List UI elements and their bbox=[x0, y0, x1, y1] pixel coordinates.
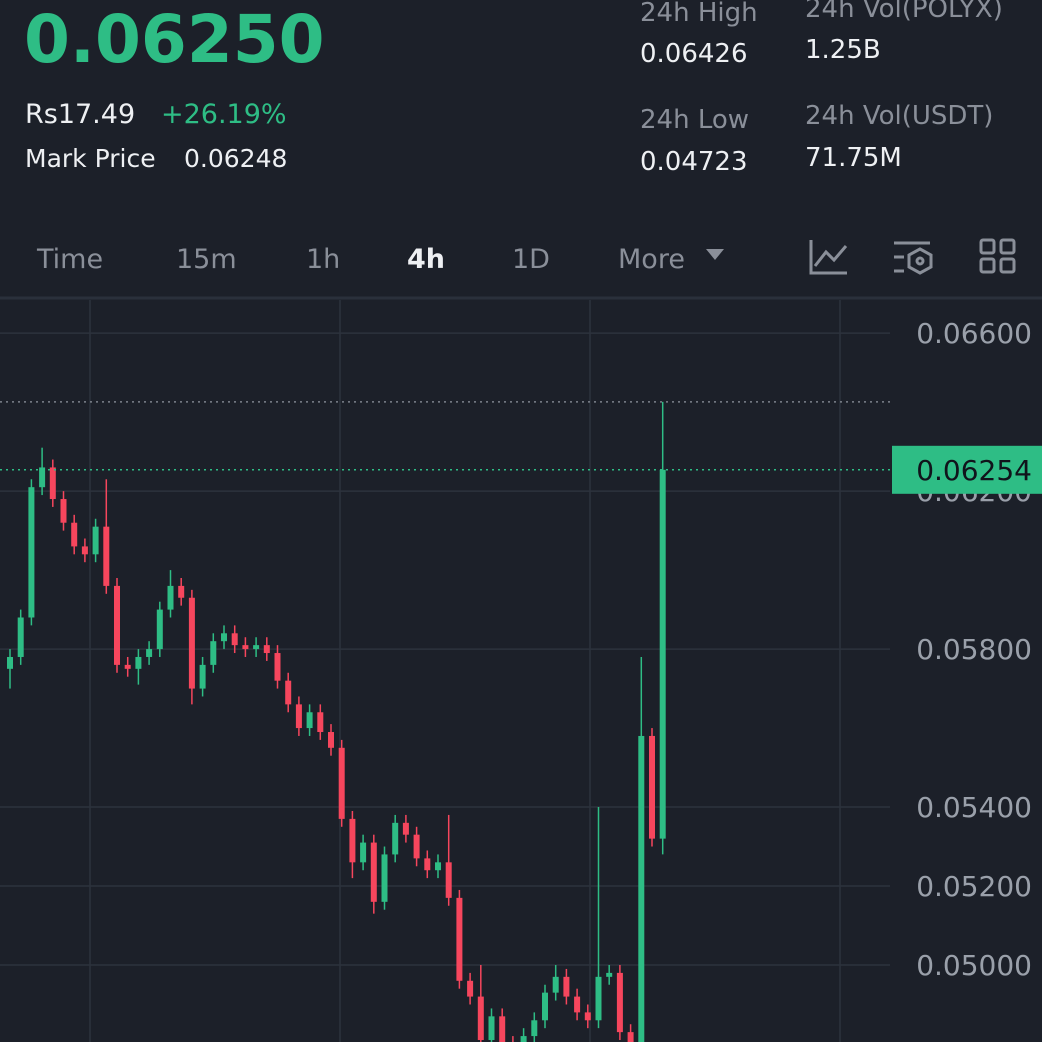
last-price: 0.06250 bbox=[24, 1, 325, 78]
interval-tabs: Time 15m 1h 4h 1D More bbox=[36, 238, 1016, 275]
candle-body bbox=[456, 897, 463, 981]
candle-body bbox=[274, 653, 281, 681]
candle-body bbox=[17, 617, 24, 657]
mark-price-value: 0.06248 bbox=[184, 144, 287, 173]
mark-price-label: Mark Price bbox=[25, 144, 156, 173]
candle-body bbox=[199, 664, 206, 689]
stat-label: 24h High bbox=[640, 0, 758, 28]
candle-body bbox=[49, 467, 56, 500]
candle-body bbox=[295, 704, 302, 729]
candle-body bbox=[146, 649, 153, 657]
candle-body bbox=[520, 1036, 527, 1042]
candle-body bbox=[424, 858, 431, 871]
candle-body bbox=[103, 526, 110, 586]
candle-body bbox=[595, 976, 602, 1021]
tab[interactable]: 1D bbox=[512, 244, 550, 275]
candle-body bbox=[638, 735, 645, 1042]
candle-body bbox=[606, 972, 613, 977]
candle-body bbox=[616, 972, 623, 1033]
candle-body bbox=[167, 585, 174, 610]
candle-body bbox=[477, 996, 484, 1041]
candle-body bbox=[574, 996, 581, 1013]
indicator-icon[interactable] bbox=[809, 240, 848, 275]
candle-body bbox=[328, 732, 334, 748]
candle-body bbox=[563, 976, 570, 997]
stat-value: 71.75M bbox=[805, 143, 902, 173]
candle-body bbox=[156, 609, 163, 650]
candle-body bbox=[306, 712, 313, 729]
candle-body bbox=[381, 854, 388, 902]
stat-label: 24h Vol(POLYX) bbox=[805, 0, 1003, 24]
candle-body bbox=[370, 842, 377, 902]
stat-value: 0.06426 bbox=[640, 39, 748, 69]
candle-body bbox=[7, 656, 13, 669]
candle-body bbox=[263, 645, 270, 654]
tab-active[interactable]: 4h bbox=[407, 244, 445, 275]
header: 0.06250 Rs17.49 +26.19% Mark Price 0.062… bbox=[24, 0, 1003, 177]
candle-body bbox=[531, 1020, 538, 1037]
candle-body bbox=[221, 633, 227, 642]
candle-body bbox=[253, 645, 260, 650]
y-tick-label: 0.06600 bbox=[916, 317, 1032, 350]
candle-body bbox=[552, 976, 559, 993]
candle-body bbox=[392, 822, 399, 855]
candle-body bbox=[188, 597, 195, 689]
y-tick-label: 0.05800 bbox=[916, 633, 1032, 666]
settings-icon[interactable] bbox=[894, 241, 933, 275]
candle-body bbox=[124, 664, 131, 669]
tab-more[interactable]: More bbox=[618, 244, 685, 275]
candle-body bbox=[285, 680, 292, 705]
candle-body bbox=[231, 633, 238, 646]
candle-body bbox=[338, 747, 345, 819]
candle-body bbox=[317, 712, 324, 733]
stat-label: 24h Low bbox=[640, 105, 749, 135]
candle-body bbox=[39, 467, 46, 488]
candle-body bbox=[92, 526, 99, 555]
candle-body bbox=[242, 645, 249, 650]
y-tick-label: 0.05000 bbox=[916, 949, 1032, 982]
layout-icon[interactable] bbox=[979, 238, 1016, 274]
last-price-tag bbox=[892, 445, 1042, 494]
tab[interactable]: Time bbox=[36, 244, 103, 275]
stat-value: 0.04723 bbox=[640, 147, 748, 177]
candle-body bbox=[71, 522, 78, 547]
fiat-price: Rs17.49 bbox=[25, 99, 135, 130]
candle-body bbox=[402, 822, 409, 835]
candle-body bbox=[467, 980, 474, 997]
candle-body bbox=[60, 499, 67, 523]
candle-body bbox=[627, 1032, 634, 1042]
plot: 0.066000.062000.058000.054000.052000.050… bbox=[0, 317, 1042, 1042]
candle-body bbox=[445, 862, 452, 898]
dropdown-arrow bbox=[706, 249, 724, 260]
candle-body bbox=[435, 862, 441, 871]
candle-body bbox=[584, 1012, 591, 1021]
tab[interactable]: 15m bbox=[176, 244, 237, 275]
candle-body bbox=[81, 546, 88, 555]
candle-body bbox=[178, 585, 185, 598]
candle-body bbox=[499, 1016, 506, 1042]
candle-body bbox=[488, 1016, 495, 1041]
candle-body bbox=[659, 469, 666, 839]
candle-body bbox=[542, 992, 548, 1021]
stat-label: 24h Vol(USDT) bbox=[805, 101, 993, 131]
candle-body bbox=[28, 487, 35, 618]
stat-value: 1.25B bbox=[805, 35, 881, 65]
last-price-label: 0.06254 bbox=[916, 454, 1032, 487]
tab[interactable]: 1h bbox=[306, 244, 340, 275]
candle-body bbox=[114, 585, 120, 665]
candle-body bbox=[360, 842, 367, 863]
candle-body bbox=[413, 834, 420, 859]
vertical-grid bbox=[89, 300, 841, 1042]
y-tick-label: 0.05400 bbox=[916, 791, 1032, 824]
candle-body bbox=[349, 818, 356, 863]
candle-body bbox=[135, 656, 142, 669]
candle-body bbox=[649, 735, 655, 839]
price-change: +26.19% bbox=[161, 99, 287, 130]
y-tick-label: 0.05200 bbox=[916, 870, 1032, 903]
candle-body bbox=[210, 641, 217, 665]
